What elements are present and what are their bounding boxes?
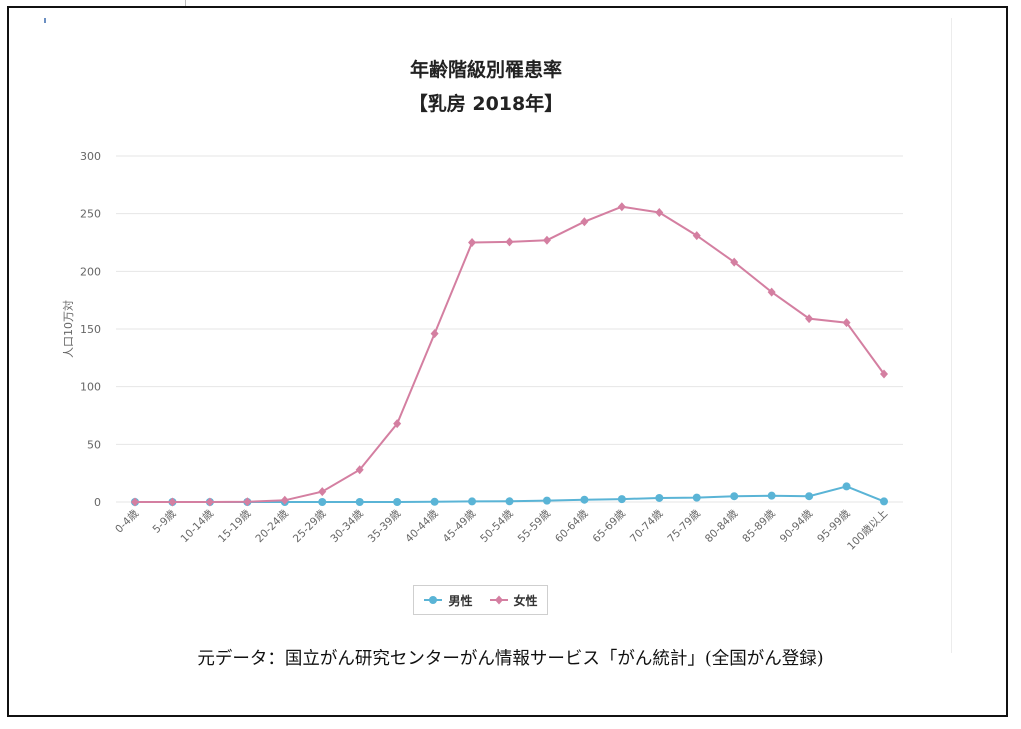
y-tick-label: 50 (87, 438, 101, 451)
series-line (135, 205, 885, 503)
data-point[interactable] (318, 498, 327, 506)
data-point[interactable] (355, 465, 364, 475)
x-tick-label: 90-94歳 (778, 507, 816, 545)
data-point[interactable] (168, 497, 177, 507)
gridlines (116, 155, 903, 503)
x-tick-label: 45-49歳 (441, 507, 479, 545)
data-point[interactable] (655, 493, 664, 502)
data-point[interactable] (692, 231, 701, 241)
x-tick-label: 15-19歳 (216, 507, 254, 545)
legend: 男性 女性 (413, 585, 548, 615)
y-tick-label: 300 (80, 150, 101, 163)
data-point[interactable] (542, 235, 551, 245)
data-point[interactable] (430, 329, 439, 339)
x-tick-label: 50-54歳 (478, 507, 516, 545)
x-tick-label: 70-74歳 (628, 507, 666, 545)
series-lines (131, 202, 888, 507)
source-caption: 元データ：国立がん研究センターがん情報サービス「がん統計」(全国がん登録) (197, 649, 824, 669)
y-tick-label: 150 (80, 323, 101, 336)
legend-circle-icon (424, 596, 443, 604)
data-point[interactable] (692, 493, 701, 502)
data-point[interactable] (767, 491, 776, 500)
x-tick-labels: 0-4歳 5-9歳 10-14歳 15-19歳 20-24歳 25-29歳 30-34歳 35… (113, 507, 890, 552)
data-point[interactable] (842, 318, 851, 328)
x-tick-label: 100歳以上 (845, 508, 890, 553)
data-point[interactable] (393, 498, 402, 506)
data-point[interactable] (880, 369, 888, 379)
data-point[interactable] (505, 497, 514, 506)
x-tick-label: 65-69歳 (590, 507, 628, 545)
data-point[interactable] (617, 202, 626, 212)
x-tick-label: 75-79歳 (665, 507, 703, 545)
series-1 (131, 202, 888, 507)
chart-title: 年齢階級別罹患率 (410, 58, 562, 81)
data-point[interactable] (580, 495, 589, 504)
data-point[interactable] (468, 497, 477, 506)
x-tick-label: 55-59歳 (516, 507, 554, 545)
data-point[interactable] (767, 287, 776, 297)
data-point[interactable] (655, 208, 664, 218)
legend-label-female: 女性 (513, 593, 538, 608)
y-tick-label: 100 (80, 381, 101, 394)
x-tick-label: 35-39歳 (366, 507, 404, 545)
legend-item-female[interactable]: 女性 (489, 592, 538, 609)
data-point[interactable] (393, 419, 402, 429)
data-point[interactable] (730, 492, 739, 501)
data-point[interactable] (730, 257, 739, 267)
y-axis-label: 人口10万対 (61, 300, 75, 358)
data-point[interactable] (805, 314, 814, 324)
legend-diamond-icon (489, 595, 508, 605)
y-tick-labels: 0 50 100 150 200 250 300 (80, 150, 101, 509)
chart-subtitle: 【乳房 2018年】 (409, 92, 564, 115)
x-tick-label: 30-34歳 (328, 507, 366, 545)
panel-edge (951, 18, 952, 653)
corner-marker (44, 18, 46, 23)
x-tick-label: 40-44歳 (403, 507, 441, 545)
legend-label-male: 男性 (448, 593, 473, 608)
x-tick-label: 85-89歳 (740, 507, 778, 545)
x-tick-label: 95-99歳 (815, 507, 853, 545)
data-point[interactable] (131, 497, 139, 507)
x-tick-label: 80-84歳 (703, 507, 741, 545)
data-point[interactable] (243, 497, 252, 507)
x-tick-label: 25-29歳 (291, 507, 329, 545)
x-tick-label: 10-14歳 (179, 507, 217, 545)
y-tick-label: 250 (80, 208, 101, 221)
data-point[interactable] (468, 238, 477, 247)
data-point[interactable] (318, 487, 327, 497)
x-tick-label: 20-24歳 (253, 507, 291, 545)
legend-item-male[interactable]: 男性 (423, 592, 473, 609)
top-edge-line (0, 0, 186, 6)
data-point[interactable] (617, 495, 626, 504)
data-point[interactable] (205, 497, 214, 507)
data-point[interactable] (542, 496, 551, 505)
x-tick-label: 0-4歳 (113, 507, 141, 535)
x-tick-label: 60-64歳 (553, 507, 591, 545)
data-point[interactable] (805, 492, 814, 501)
y-tick-label: 0 (94, 496, 101, 509)
data-point[interactable] (430, 497, 439, 506)
data-point[interactable] (280, 495, 289, 505)
data-point[interactable] (880, 497, 888, 506)
data-point[interactable] (580, 217, 589, 227)
data-point[interactable] (842, 482, 851, 491)
data-point[interactable] (505, 237, 514, 247)
x-tick-label: 5-9歳 (151, 507, 179, 535)
data-point[interactable] (355, 498, 364, 506)
y-tick-label: 200 (80, 265, 101, 278)
